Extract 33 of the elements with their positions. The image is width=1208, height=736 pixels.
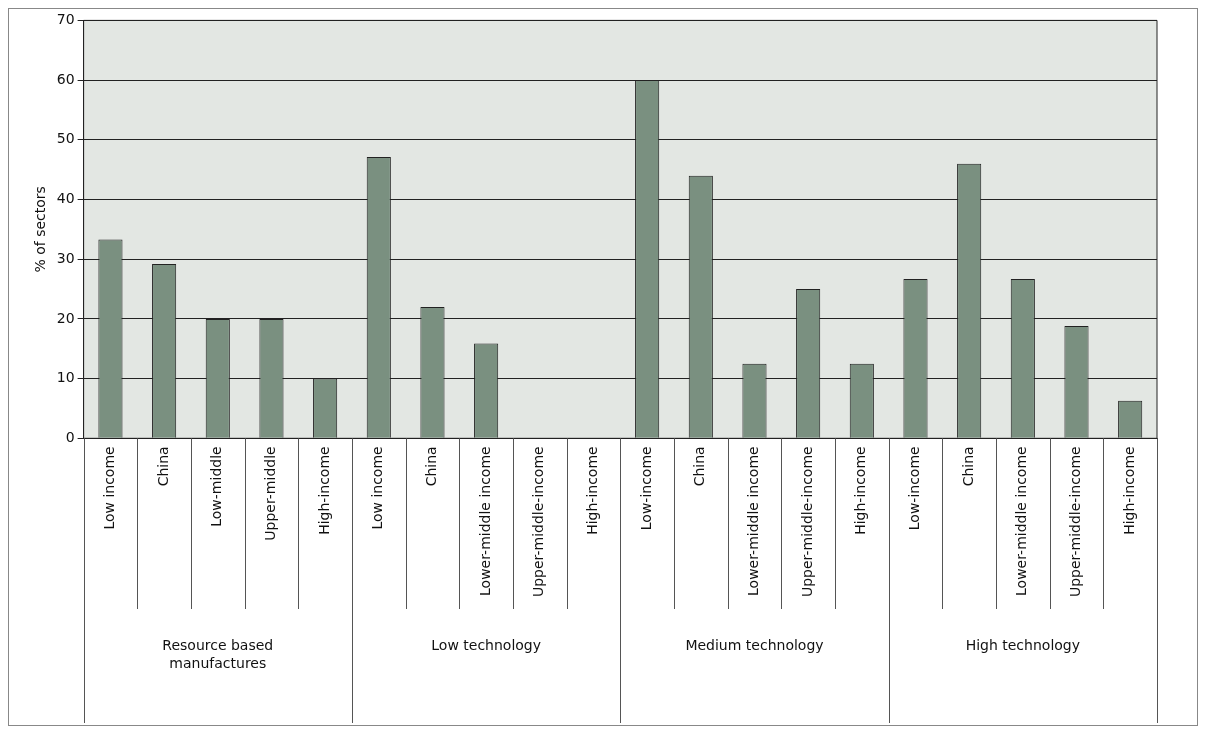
x-tick-label: High-income [584,446,601,535]
y-tick-label: 70 [56,11,75,28]
y-tick-label: 30 [56,249,75,266]
y-tick-label: 50 [56,130,75,147]
x-tick-label: Lower-middle income [1013,446,1030,596]
x-tick-label: Upper-middle-income [530,446,547,598]
x-tick-label: China [691,446,708,487]
y-axis-title: % of sectors [32,186,49,273]
text: Low technology [431,636,542,653]
x-tick-label: China [154,446,171,487]
text: Medium technology [685,636,824,653]
y-tick-label: 10 [56,369,75,386]
x-tick-label: High-income [315,446,332,535]
x-tick-label: Lower-middle income [476,446,493,596]
text: Resource based manufactures [162,636,274,671]
x-tick-label: High-income [1120,446,1137,535]
y-tick-label: 0 [65,428,75,445]
x-tick-label: Low income [369,446,386,530]
x-tick-label: Low income [101,446,118,530]
x-tick-label: Upper-middle [262,446,279,541]
y-tick-label: 20 [56,309,75,326]
x-tick-label: China [959,446,976,487]
x-tick-label: Lower-middle income [745,446,762,596]
x-tick-label: Low-income [637,446,654,531]
y-tick-label: 40 [56,190,75,207]
x-tick-label: Upper-middle-income [1067,446,1084,598]
x-tick-label: China [423,446,440,487]
x-tick-label: High-income [852,446,869,535]
x-tick-label: Upper-middle-income [798,446,815,598]
x-tick-label: Low-middle [208,446,225,527]
y-tick-label: 60 [56,70,75,87]
x-tick-label: Low-income [906,446,923,531]
text: High technology [965,636,1081,653]
